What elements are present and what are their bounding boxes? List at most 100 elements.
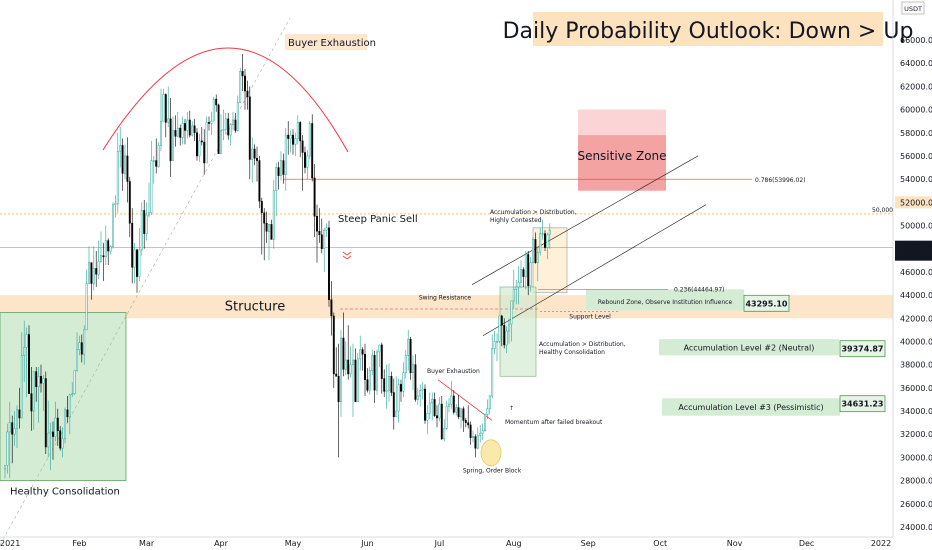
currency-box xyxy=(901,1,925,15)
candle-body xyxy=(455,407,458,413)
candle-body xyxy=(64,409,66,440)
candle-body xyxy=(20,355,23,419)
candle-body xyxy=(313,177,316,217)
steep-panic-sell-label: Steep Panic Sell xyxy=(338,214,418,225)
candle-body xyxy=(222,129,225,131)
candle-body xyxy=(152,160,155,162)
candle-body xyxy=(215,98,218,106)
y-tick-label: 30000.00 xyxy=(900,453,932,462)
candle-body xyxy=(323,229,326,249)
candle-body xyxy=(299,122,302,142)
candle-body xyxy=(136,249,138,277)
sensitive-zone-label: Sensitive Zone xyxy=(577,149,666,163)
candle-body xyxy=(534,239,537,263)
candle-body xyxy=(42,378,45,384)
acc-dist-mid-label-2: Healthy Consolidation xyxy=(539,349,605,356)
candle-body xyxy=(169,118,172,161)
candle-body xyxy=(85,283,88,331)
candle-body xyxy=(462,408,465,421)
candle-body xyxy=(30,393,33,412)
candle-body xyxy=(294,138,297,145)
currency-label: USDT xyxy=(904,5,922,13)
candle-body xyxy=(318,231,321,236)
x-tick-label: 2022 xyxy=(871,539,891,548)
candle-body xyxy=(272,190,275,240)
y-tick-label: 36000.00 xyxy=(900,384,932,393)
price-badge: 34631.23 xyxy=(839,395,886,413)
candle-body xyxy=(325,227,328,231)
candle-body xyxy=(448,403,450,407)
candle-body xyxy=(505,330,508,346)
candle-body xyxy=(208,122,210,124)
candle-body xyxy=(366,379,369,391)
candle-body xyxy=(376,351,378,391)
candle-body xyxy=(404,355,407,374)
y-tick-label: 64000.00 xyxy=(900,59,932,68)
spring-label: Spring, Order Block xyxy=(463,468,522,475)
candle-body xyxy=(491,348,494,397)
x-tick-label: Aug xyxy=(506,539,522,548)
accumulation-level-2-zone xyxy=(659,339,839,356)
level-50000-label: 50,000 xyxy=(872,207,893,214)
candle-body xyxy=(40,376,42,384)
candle-body xyxy=(176,127,179,137)
candle-body xyxy=(536,251,539,263)
candle-body xyxy=(71,393,74,396)
candle-body xyxy=(251,148,254,160)
candle-body xyxy=(352,359,354,365)
candle-body xyxy=(414,364,417,400)
candle-body xyxy=(344,359,347,370)
candle-body xyxy=(4,465,6,470)
candle-body xyxy=(476,435,479,449)
candle-body xyxy=(546,234,549,248)
candle-body xyxy=(265,222,268,232)
candle-body xyxy=(224,118,227,130)
candle-body xyxy=(32,371,35,412)
candle-body xyxy=(428,402,431,414)
x-tick-label: Apr xyxy=(214,539,229,548)
candle-body xyxy=(90,262,93,284)
candle-body xyxy=(469,424,472,438)
candle-body xyxy=(162,94,165,122)
y-tick-label: 56000.00 xyxy=(900,152,932,161)
acc-dist-high-label-1: Accumulation > Distribution, xyxy=(490,209,577,216)
candle-body xyxy=(467,422,470,426)
candle-body xyxy=(548,229,551,236)
candle-body xyxy=(347,359,350,375)
acc-dist-mid-box xyxy=(499,286,537,377)
price-badge-label: 43295.10 xyxy=(745,299,787,308)
candle-body xyxy=(412,364,414,374)
candle-body xyxy=(284,134,287,175)
candle-body xyxy=(49,431,52,434)
candle-body xyxy=(174,130,177,137)
candle-body xyxy=(328,227,330,300)
candle-body xyxy=(102,255,105,258)
y-tick-label: 52000.00 xyxy=(900,198,932,207)
candle-body xyxy=(445,406,448,429)
candle-body xyxy=(241,71,244,77)
rebound-zone xyxy=(586,289,744,311)
candle-body xyxy=(116,151,119,204)
candle-body xyxy=(109,246,112,252)
candle-body xyxy=(11,422,14,435)
candle-body xyxy=(253,148,256,159)
candle-body xyxy=(335,373,338,377)
candle-body xyxy=(232,119,234,125)
y-tick-label: 66000.00 xyxy=(900,36,932,45)
x-tick-label: 2021 xyxy=(0,539,20,548)
candle-body xyxy=(145,214,148,234)
candle-body xyxy=(263,212,266,224)
x-tick-label: May xyxy=(285,539,302,548)
candle-body xyxy=(61,438,64,449)
countdown-label: 09:06:48 xyxy=(899,252,930,260)
momentum-label: Momentum after failed breakout xyxy=(505,419,603,426)
candle-body xyxy=(73,370,76,394)
buyer-exhaustion-top-label: Buyer Exhaustion xyxy=(288,38,376,49)
candle-body xyxy=(92,268,95,284)
candle-body xyxy=(342,337,345,370)
candle-body xyxy=(155,160,158,167)
candle-body xyxy=(392,392,395,418)
candle-body xyxy=(510,300,513,325)
candle-body xyxy=(80,342,83,355)
